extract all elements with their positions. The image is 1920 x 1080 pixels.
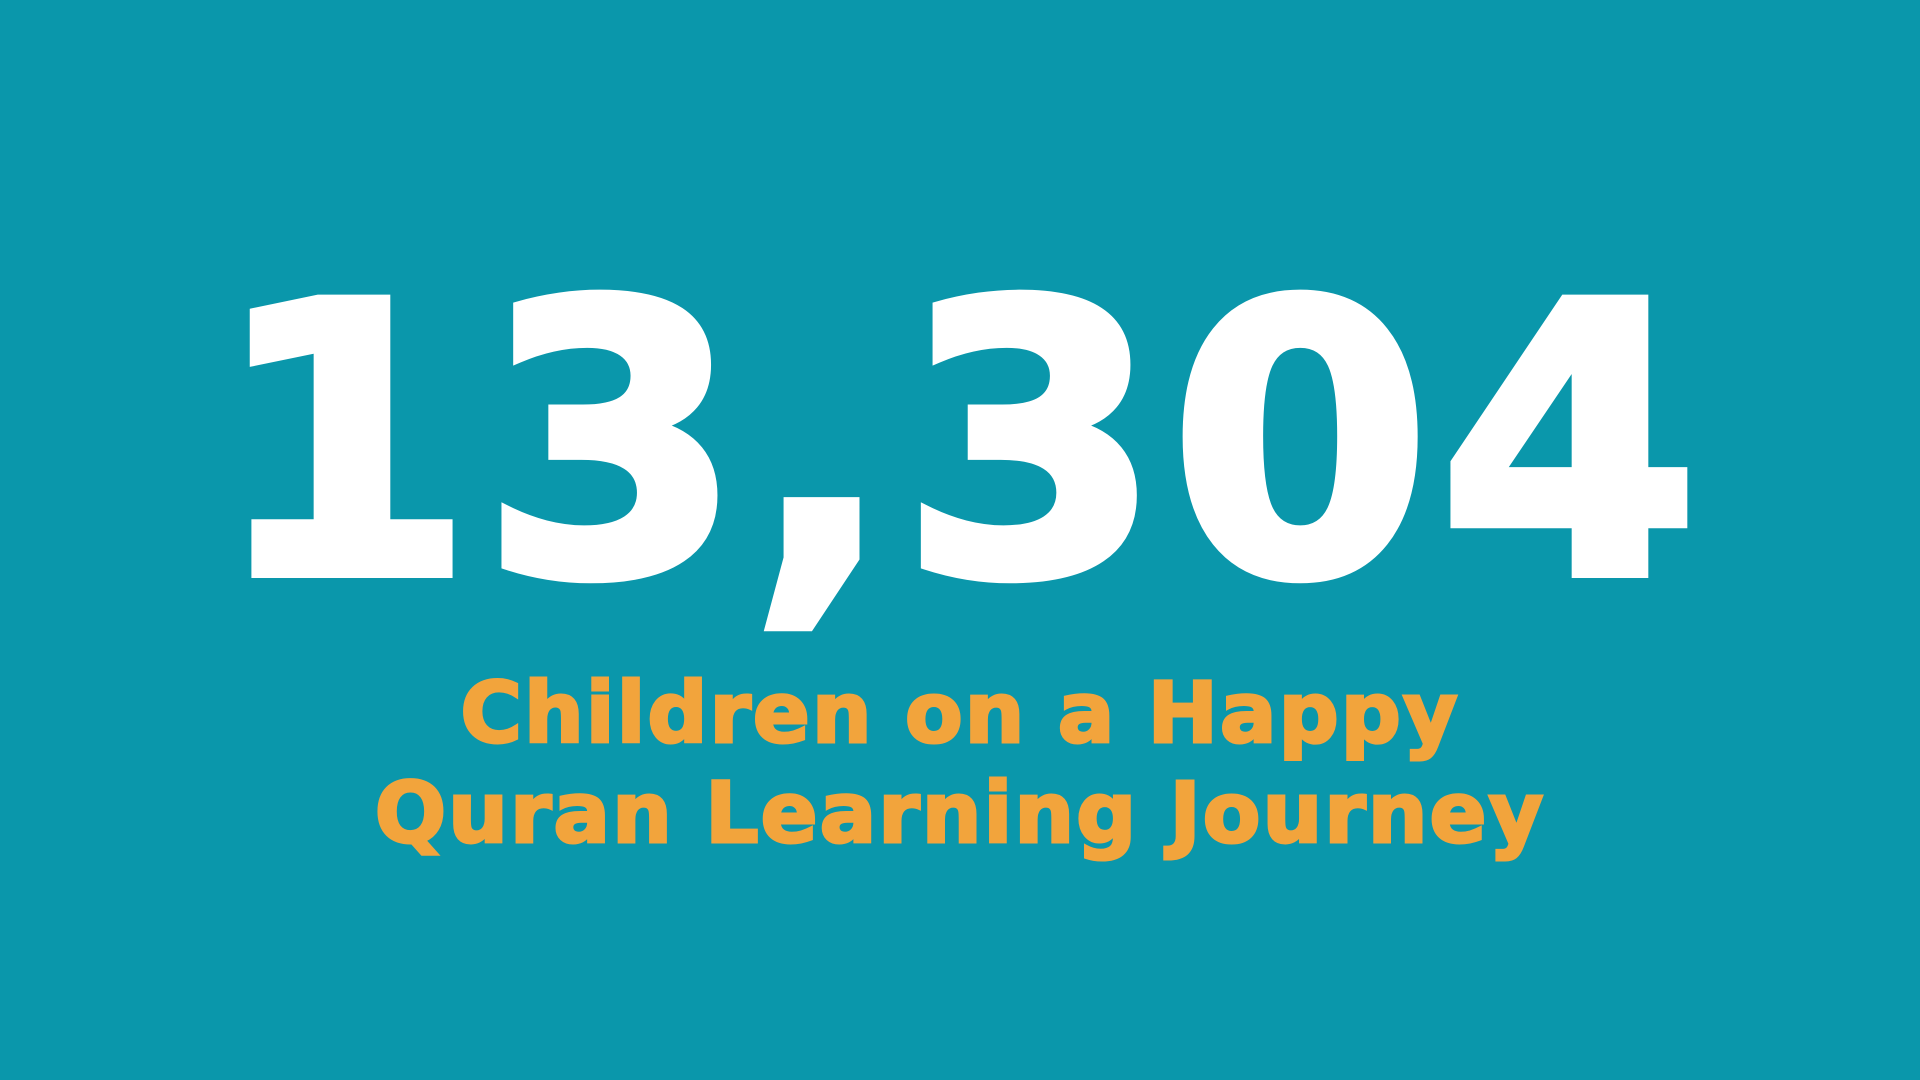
caption-line-2: Quran Learning Journey	[373, 763, 1546, 864]
stat-number: 13,304	[207, 226, 1708, 662]
caption-line-1: Children on a Happy	[459, 663, 1460, 764]
stat-caption: Children on a Happy Quran Learning Journ…	[373, 663, 1546, 864]
